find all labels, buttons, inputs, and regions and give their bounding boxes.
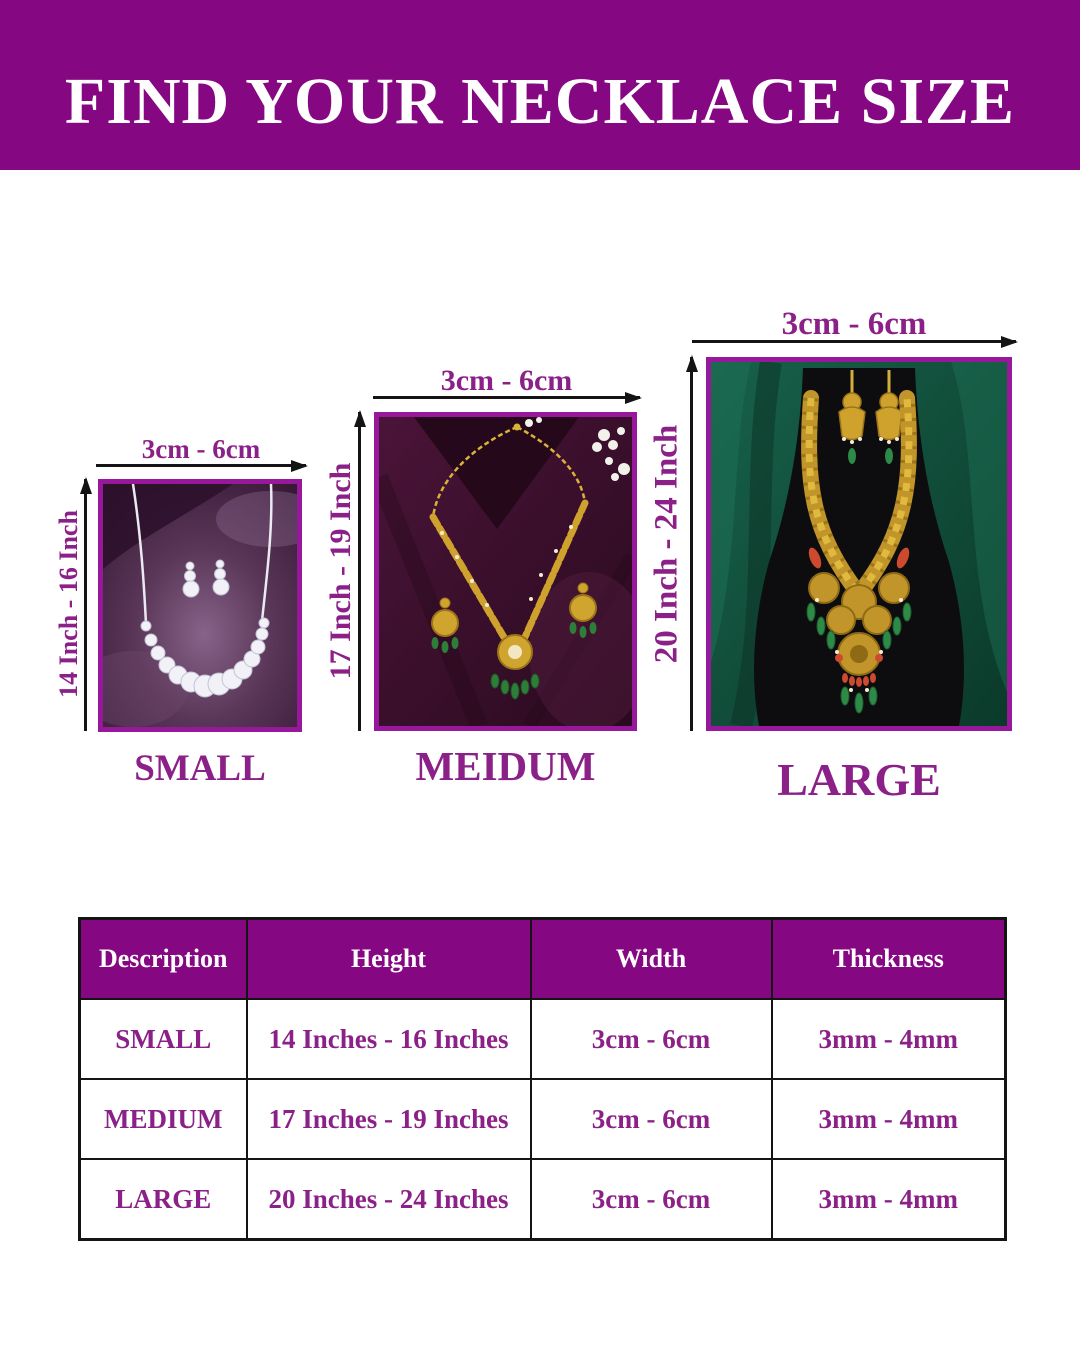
large-height-arrow-icon [690,357,693,731]
medium-necklace-illustration [379,417,632,726]
large-necklace-photo [706,357,1012,731]
small-necklace-illustration [103,484,297,727]
medium-necklace-photo [374,412,637,731]
cell-medium-thickness: 3mm - 4mm [770,1078,1007,1160]
header-banner [0,0,1080,170]
cell-medium-width: 3cm - 6cm [529,1078,773,1160]
table-row: MEDIUM 17 Inches - 19 Inches 3cm - 6cm 3… [78,1078,1007,1160]
cell-large-height: 20 Inches - 24 Inches [245,1158,532,1241]
table-row: SMALL 14 Inches - 16 Inches 3cm - 6cm 3m… [78,998,1007,1080]
large-width-arrow-icon [692,340,1016,343]
small-size-label: SMALL [134,748,266,789]
small-width-label: 3cm - 6cm [141,434,261,464]
size-spec-table: Description Height Width Thickness SMALL… [78,917,1007,1241]
small-width-arrow-icon [96,464,306,467]
medium-size-label: MEIDUM [415,743,596,789]
medium-height-label: 17 Inch - 19 Inch [324,462,357,680]
small-height-arrow-icon [84,479,87,731]
large-height-label: 20 Inch - 24 Inch [648,424,685,664]
cell-medium-description: MEDIUM [78,1078,248,1160]
large-width-label: 3cm - 6cm [781,306,927,342]
table-header-row: Description Height Width Thickness [78,917,1007,1000]
col-header-height: Height [245,917,532,1000]
cell-small-thickness: 3mm - 4mm [770,998,1007,1080]
small-height-label: 14 Inch - 16 Inch [54,510,83,698]
col-header-width: Width [529,917,773,1000]
small-necklace-photo [98,479,302,732]
cell-large-width: 3cm - 6cm [529,1158,773,1241]
cell-large-thickness: 3mm - 4mm [770,1158,1007,1241]
col-header-thickness: Thickness [770,917,1007,1000]
large-necklace-illustration [711,362,1007,726]
medium-width-arrow-icon [373,396,640,399]
medium-height-arrow-icon [358,412,361,731]
cell-small-description: SMALL [78,998,248,1080]
page-title: FIND YOUR NECKLACE SIZE [64,65,1016,138]
table-row: LARGE 20 Inches - 24 Inches 3cm - 6cm 3m… [78,1158,1007,1241]
cell-large-description: LARGE [78,1158,248,1241]
col-header-description: Description [78,917,248,1000]
medium-width-label: 3cm - 6cm [440,364,573,397]
large-size-label: LARGE [777,754,941,805]
cell-small-width: 3cm - 6cm [529,998,773,1080]
cell-small-height: 14 Inches - 16 Inches [245,998,532,1080]
cell-medium-height: 17 Inches - 19 Inches [245,1078,532,1160]
